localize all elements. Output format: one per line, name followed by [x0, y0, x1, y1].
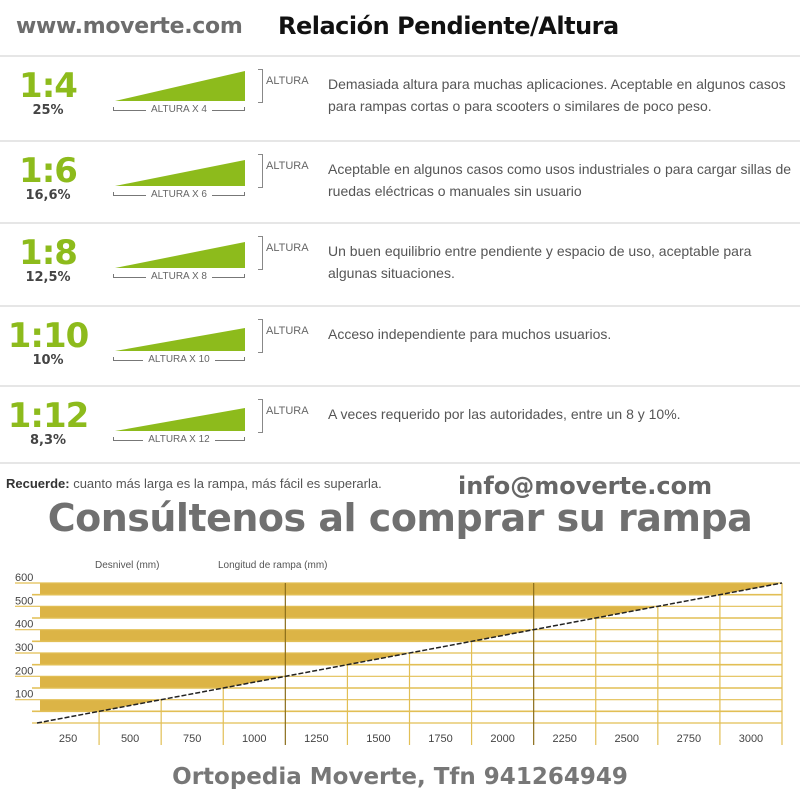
- length-indicator: ALTURA X 6: [113, 189, 245, 203]
- slope-description: A veces requerido por las autoridades, e…: [328, 406, 681, 422]
- height-bracket: [258, 319, 263, 353]
- x-tick-label: 2750: [677, 733, 701, 745]
- ramp-triangle-icon: [115, 242, 245, 268]
- ramp-length-chart: 250 500 750 1000 1250 1500 1750 2000 2250 2500 275…: [15, 560, 783, 745]
- site-url: www.moverte.com: [16, 14, 243, 39]
- height-label: ALTURA: [266, 160, 309, 172]
- slope-row: 1:10 10% ALTURA X 10 ALTURA Acceso indep…: [0, 305, 800, 389]
- length-indicator: ALTURA X 12: [113, 434, 245, 448]
- slope-line: [36, 582, 783, 724]
- slope-row: 1:12 8,3% ALTURA X 12 ALTURA A veces req…: [0, 385, 800, 469]
- y-tick-label: 300: [15, 642, 33, 654]
- divider: [0, 462, 800, 464]
- slope-ratio: 1:6: [19, 151, 78, 191]
- slope-percent: 10%: [32, 353, 64, 368]
- chart-band: [40, 606, 658, 618]
- chart-band: [40, 583, 782, 595]
- slope-description: Un buen equilibrio entre pendiente y esp…: [328, 243, 752, 281]
- ramp-triangle-icon: [115, 160, 245, 186]
- height-label: ALTURA: [266, 242, 309, 254]
- y-tick-label: 500: [15, 595, 33, 607]
- height-bracket: [258, 69, 263, 103]
- length-label: ALTURA X 6: [146, 189, 212, 200]
- chart-band: [40, 699, 162, 712]
- x-axis-label: Longitud de rampa (mm): [218, 560, 328, 571]
- length-label: ALTURA X 10: [143, 354, 215, 365]
- x-tick-label: 250: [59, 733, 77, 745]
- slope-description: Acceso independiente para muchos usuario…: [328, 326, 612, 342]
- x-tick-label: 1750: [428, 733, 452, 745]
- ramp-triangle-icon: [115, 71, 245, 101]
- remember-note: Recuerde: cuanto más larga es la rampa, …: [6, 476, 382, 491]
- ramp-triangle-icon: [115, 328, 245, 351]
- contact-email[interactable]: info@moverte.com: [458, 472, 713, 500]
- x-tick-label: 750: [183, 733, 201, 745]
- y-tick-label: 600: [15, 572, 33, 584]
- x-tick-label: 2000: [490, 733, 514, 745]
- length-label: ALTURA X 12: [143, 434, 215, 445]
- length-indicator: ALTURA X 4: [113, 104, 245, 118]
- y-tick-label: 100: [15, 689, 33, 701]
- length-indicator: ALTURA X 10: [113, 354, 245, 368]
- page-title: Relación Pendiente/Altura: [278, 12, 619, 40]
- chart-band: [40, 676, 286, 688]
- x-tick-label: 500: [121, 733, 139, 745]
- length-indicator: ALTURA X 8: [113, 271, 245, 285]
- slope-percent: 25%: [32, 103, 64, 118]
- slope-row: 1:8 12,5% ALTURA X 8 ALTURA Un buen equi…: [0, 222, 800, 306]
- remember-text: cuanto más larga es la rampa, más fácil …: [69, 476, 382, 491]
- x-tick-label: 1250: [304, 733, 328, 745]
- chart-band: [40, 653, 410, 665]
- x-tick-label: 1500: [366, 733, 390, 745]
- slope-ratio: 1:4: [19, 66, 78, 106]
- height-label: ALTURA: [266, 325, 309, 337]
- slope-percent: 8,3%: [29, 433, 67, 448]
- height-label: ALTURA: [266, 405, 309, 417]
- x-tick-label: 3000: [739, 733, 763, 745]
- height-bracket: [258, 236, 263, 270]
- footer-contact: Ortopedia Moverte, Tfn 941264949: [172, 764, 628, 790]
- slope-row: 1:6 16,6% ALTURA X 6 ALTURA Aceptable en…: [0, 140, 800, 224]
- y-tick-label: 400: [15, 619, 33, 631]
- slope-percent: 12,5%: [25, 270, 71, 285]
- slope-description: Demasiada altura para muchas aplicacione…: [328, 76, 786, 114]
- x-tick-label: 1000: [242, 733, 266, 745]
- height-label: ALTURA: [266, 75, 309, 87]
- x-tick-label: 2250: [552, 733, 576, 745]
- length-label: ALTURA X 4: [146, 104, 212, 115]
- slope-ratio: 1:8: [19, 233, 78, 273]
- slope-ratio: 1:12: [7, 396, 90, 436]
- chart-band: [40, 629, 534, 642]
- slope-row: 1:4 25% ALTURA X 4 ALTURA Demasiada altu…: [0, 55, 800, 139]
- height-bracket: [258, 154, 263, 188]
- slope-description: Aceptable en algunos casos como usos ind…: [328, 161, 792, 199]
- x-tick-label: 2500: [615, 733, 639, 745]
- slope-ratio: 1:10: [7, 316, 90, 356]
- call-to-action: Consúltenos al comprar su rampa: [47, 496, 753, 540]
- y-tick-label: 200: [15, 665, 33, 677]
- remember-label: Recuerde:: [6, 476, 70, 491]
- y-axis-label: Desnivel (mm): [95, 560, 159, 571]
- length-label: ALTURA X 8: [146, 271, 212, 282]
- height-bracket: [258, 399, 263, 433]
- slope-percent: 16,6%: [25, 188, 71, 203]
- ramp-triangle-icon: [115, 408, 245, 431]
